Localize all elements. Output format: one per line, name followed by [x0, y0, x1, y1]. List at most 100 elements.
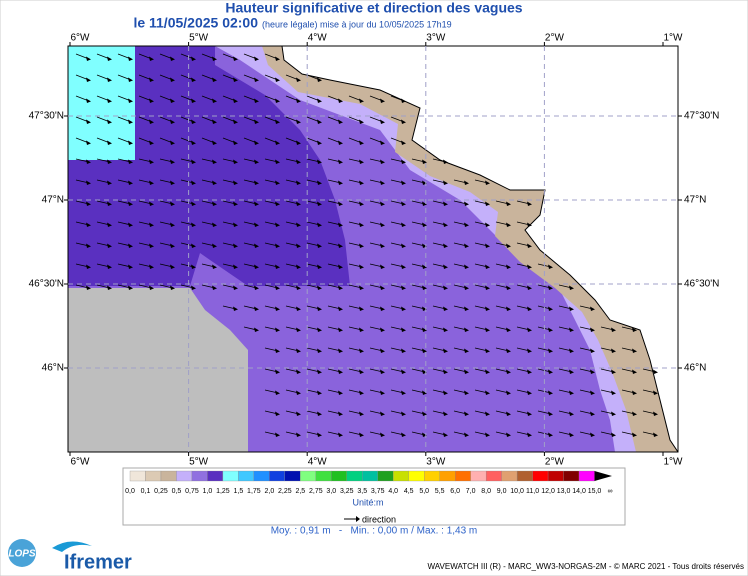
wave-arrowhead	[653, 369, 658, 374]
wave-arrowhead	[359, 201, 364, 206]
wave-arrowhead	[107, 243, 112, 248]
wave-arrowhead	[401, 180, 406, 185]
legend-swatch	[424, 470, 440, 482]
wave-arrowhead	[338, 411, 343, 416]
legend-label: 2,75	[309, 488, 323, 495]
wave-arrowhead	[317, 390, 322, 395]
legend-label: 8,0	[481, 488, 491, 495]
wave-arrowhead	[359, 140, 364, 145]
wave-arrowhead	[611, 390, 616, 395]
wave-arrowhead	[191, 285, 196, 290]
wave-arrowhead	[86, 243, 91, 248]
wave-arrowhead	[653, 432, 658, 437]
wave-arrowhead	[443, 264, 448, 269]
wave-arrowhead	[149, 180, 154, 185]
wave-arrowhead	[233, 222, 238, 227]
wave-arrowhead	[359, 369, 364, 374]
wave-arrowhead	[527, 348, 532, 353]
wave-arrowhead	[359, 119, 364, 124]
wave-arrowhead	[191, 140, 196, 145]
wave-arrowhead	[569, 285, 574, 290]
wave-arrowhead	[443, 306, 448, 311]
wave-arrowhead	[191, 201, 196, 206]
wave-arrowhead	[254, 327, 259, 332]
wave-arrowhead	[317, 348, 322, 353]
wave-arrowhead	[233, 98, 238, 103]
wave-arrowhead	[128, 285, 133, 290]
wave-arrowhead	[359, 98, 364, 103]
wave-arrowhead	[296, 243, 301, 248]
wave-arrowhead	[275, 285, 280, 290]
wave-arrowhead	[191, 77, 196, 82]
wave-arrowhead	[443, 201, 448, 206]
wave-arrowhead	[569, 306, 574, 311]
wave-arrowhead	[632, 411, 637, 416]
legend-label: 6,0	[450, 488, 460, 495]
legend-label: 1,5	[234, 488, 244, 495]
wave-arrowhead	[401, 285, 406, 290]
wave-arrowhead	[401, 98, 406, 103]
lon-label-top: 1°W	[664, 33, 684, 44]
legend-swatch	[145, 470, 162, 482]
wave-arrowhead	[233, 119, 238, 124]
legend-swatch	[362, 470, 378, 482]
wave-arrowhead	[632, 390, 637, 395]
wave-arrowhead	[317, 306, 322, 311]
wave-arrowhead	[422, 201, 427, 206]
legend-swatch	[563, 470, 580, 482]
wave-arrowhead	[527, 411, 532, 416]
wave-arrowhead	[128, 264, 133, 269]
wave-arrowhead	[149, 140, 154, 145]
lon-label-bottom: 1°W	[664, 457, 684, 468]
wave-arrowhead	[296, 98, 301, 103]
wave-arrowhead	[275, 119, 280, 124]
wave-arrowhead	[107, 264, 112, 269]
wave-arrowhead	[170, 159, 175, 164]
wave-arrowhead	[485, 306, 490, 311]
update: (heure légale) mise à jour du 10/05/2025…	[262, 19, 452, 29]
lon-label-bottom: 2°W	[545, 457, 565, 468]
wave-arrowhead	[485, 390, 490, 395]
wave-arrowhead	[149, 119, 154, 124]
legend-swatch	[222, 470, 239, 482]
wave-arrowhead	[443, 390, 448, 395]
legend-label: 4,5	[404, 488, 414, 495]
wave-arrowhead	[380, 411, 385, 416]
legend-swatch	[284, 470, 301, 482]
wave-arrowhead	[443, 243, 448, 248]
wave-arrowhead	[590, 327, 595, 332]
wave-arrowhead	[527, 285, 532, 290]
wave-arrowhead	[611, 432, 616, 437]
wave-arrowhead	[632, 369, 637, 374]
wave-arrowhead	[338, 201, 343, 206]
wave-arrowhead	[317, 264, 322, 269]
wave-arrowhead	[317, 201, 322, 206]
legend-swatch	[253, 470, 270, 482]
wave-arrowhead	[149, 243, 154, 248]
legend-label: 2,5	[295, 488, 305, 495]
lon-label-bottom: 3°W	[426, 457, 446, 468]
legend-label: 14,0	[572, 488, 586, 495]
wave-arrowhead	[527, 390, 532, 395]
wave-arrowhead	[506, 327, 511, 332]
wave-arrowhead	[380, 348, 385, 353]
wave-arrowhead	[338, 159, 343, 164]
wave-arrowhead	[296, 306, 301, 311]
wave-arrowhead	[527, 222, 532, 227]
legend-swatch	[532, 470, 549, 482]
wave-arrowhead	[485, 222, 490, 227]
wave-arrowhead	[338, 390, 343, 395]
wave-arrowhead	[170, 77, 175, 82]
wave-arrowhead	[611, 348, 616, 353]
wave-arrowhead	[149, 98, 154, 103]
wave-arrowhead	[485, 432, 490, 437]
wave-arrowhead	[128, 119, 133, 124]
wave-arrowhead	[296, 159, 301, 164]
wave-arrowhead	[506, 243, 511, 248]
legend-label: 2,0	[264, 488, 274, 495]
wave-arrowhead	[296, 201, 301, 206]
legend-arrow	[594, 471, 612, 481]
wave-arrowhead	[422, 348, 427, 353]
wave-arrowhead	[527, 243, 532, 248]
wave-arrowhead	[485, 180, 490, 185]
